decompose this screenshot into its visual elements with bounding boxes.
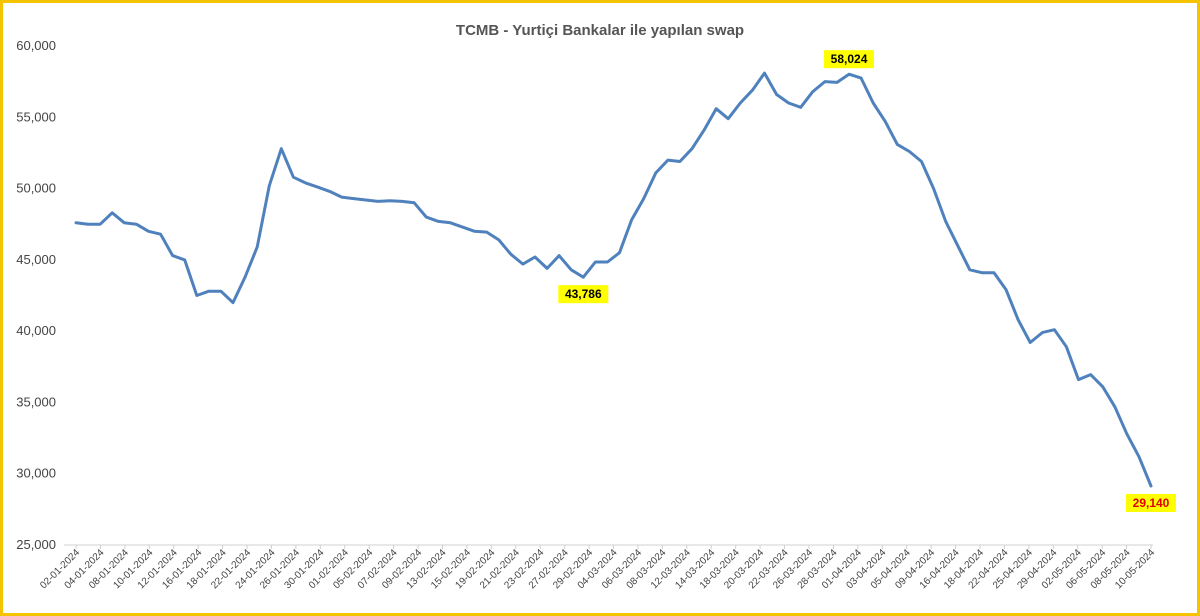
callout-bg (558, 285, 609, 304)
callout-text: 43,786 (565, 287, 602, 301)
chart-title: TCMB - Yurtiçi Bankalar ile yapılan swap (455, 22, 745, 39)
callout-text: 58,024 (831, 52, 868, 66)
callout-layer: 43,786 58,024 29,140 (558, 50, 1176, 512)
y-tick-label: 25,000 (16, 537, 56, 552)
callout-text: 29,140 (1133, 496, 1170, 510)
y-axis: 25,000 30,000 35,000 40,000 45,000 50,000 55,0… (16, 38, 56, 552)
x-axis: 02-01-202404-01-202408-01-202410-01-2024… (38, 544, 1157, 591)
callout-bg (824, 50, 875, 69)
y-tick-label: 30,000 (16, 466, 56, 481)
y-tick-label: 50,000 (16, 181, 56, 196)
callout-label: 43,786 (558, 285, 609, 304)
callout-bg (1126, 493, 1176, 512)
callout-label: 58,024 (824, 50, 875, 69)
y-tick-label: 45,000 (16, 252, 56, 267)
series-layer (74, 71, 1153, 488)
series-line (74, 71, 1153, 488)
y-tick-label: 55,000 (16, 109, 56, 124)
y-tick-label: 35,000 (16, 394, 56, 409)
y-tick-label: 60,000 (16, 38, 56, 53)
callout-label: 29,140 (1126, 493, 1176, 512)
y-tick-label: 40,000 (16, 323, 56, 338)
